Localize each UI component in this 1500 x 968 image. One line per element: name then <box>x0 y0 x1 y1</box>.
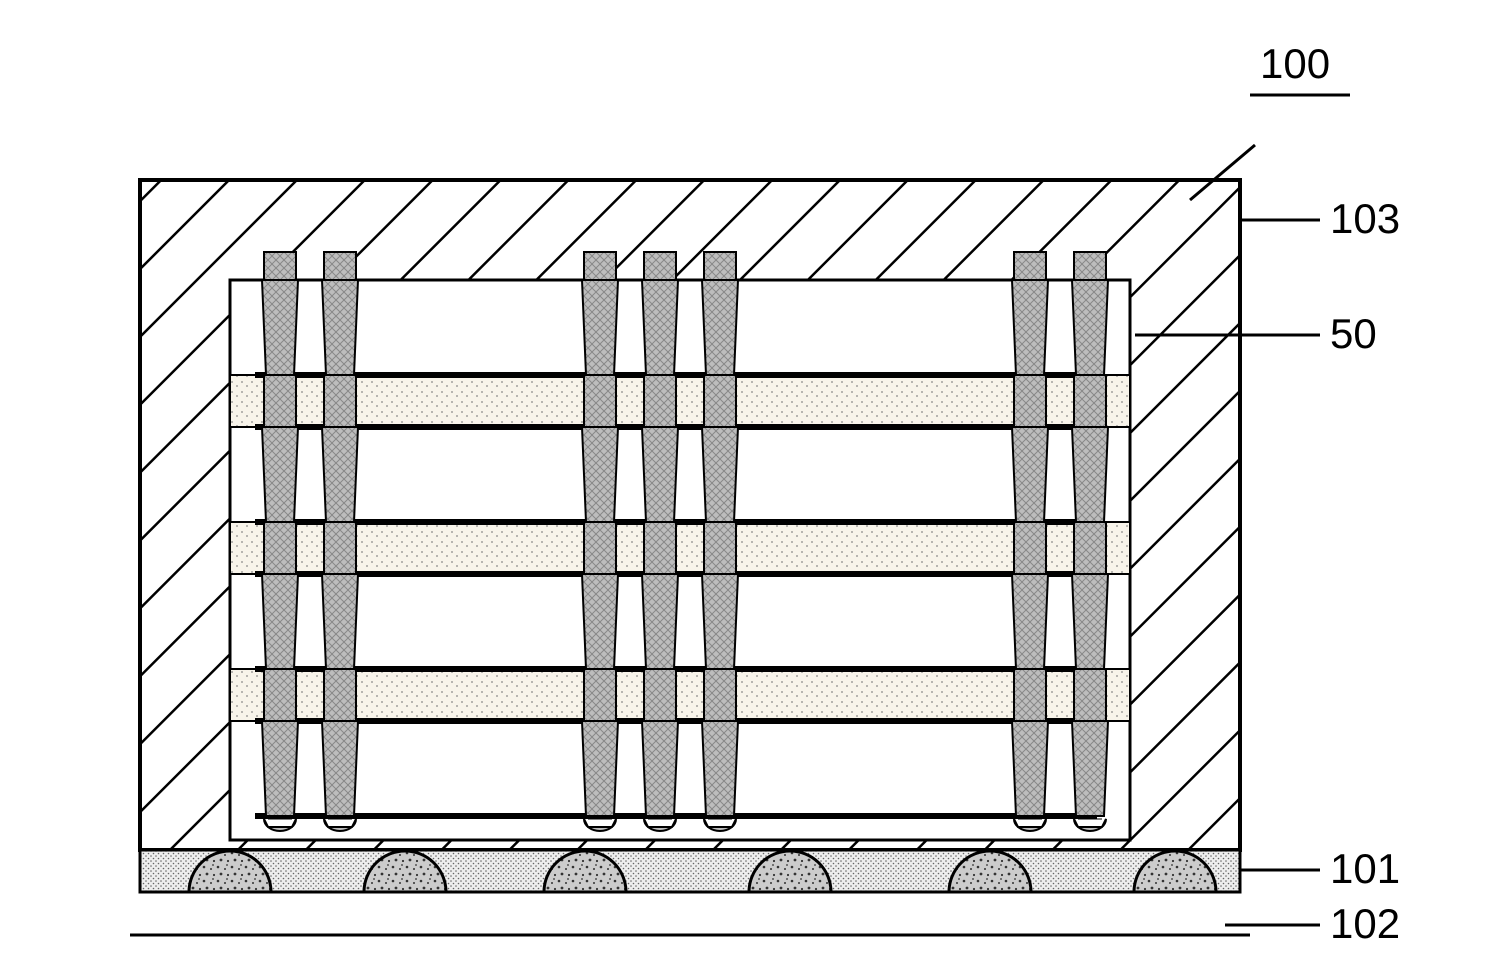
label-assembly-ref: 100 <box>1260 40 1330 88</box>
die-stack-region <box>230 252 1130 840</box>
label-die-stack: 50 <box>1330 310 1377 358</box>
label-encapsulant: 103 <box>1330 195 1400 243</box>
label-substrate: 101 <box>1330 845 1400 893</box>
diagram-canvas <box>0 0 1500 968</box>
label-solder-balls: 102 <box>1330 900 1400 948</box>
substrate-region <box>140 850 1240 892</box>
